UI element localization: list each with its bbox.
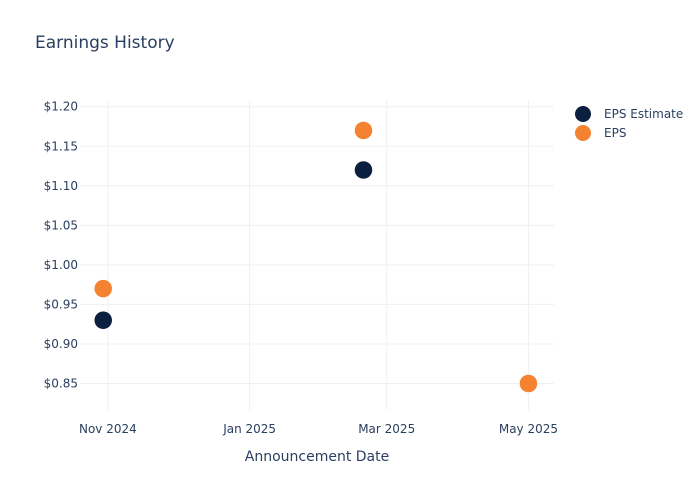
y-tick-label: $1.00: [44, 258, 78, 272]
axis-layer: Nov 2024 Jan 2025 Mar 2025 May 2025 $0.85 $0.…: [44, 100, 558, 436]
y-tick-label: $0.85: [44, 377, 78, 391]
data-point-eps[interactable]: [93, 279, 113, 298]
legend-marker: [575, 125, 591, 141]
y-tick-label: $0.95: [44, 297, 78, 311]
legend-item-eps[interactable]: EPS: [575, 125, 626, 141]
y-tick-label: $1.15: [44, 139, 78, 153]
x-axis-title: Announcement Date: [245, 449, 389, 465]
data-point-eps[interactable]: [519, 374, 538, 393]
legend[interactable]: EPS Estimate EPS: [575, 106, 683, 141]
y-tick-label: $1.10: [44, 179, 78, 193]
y-tick-label: $1.05: [44, 218, 78, 232]
legend-marker: [575, 106, 591, 122]
data-point-eps-estimate[interactable]: [354, 160, 373, 180]
legend-label: EPS: [604, 126, 626, 140]
x-tick-label: Jan 2025: [222, 422, 276, 436]
x-tick-label: May 2025: [499, 422, 558, 436]
points-layer: [93, 121, 538, 393]
legend-item-eps-estimate[interactable]: EPS Estimate: [575, 106, 683, 122]
legend-label: EPS Estimate: [604, 107, 683, 121]
y-tick-label: $1.20: [44, 100, 78, 114]
x-tick-label: Nov 2024: [79, 422, 137, 436]
y-tick-label: $0.90: [44, 337, 78, 351]
data-point-eps[interactable]: [354, 121, 373, 140]
chart-title: Earnings History: [35, 33, 175, 53]
x-tick-label: Mar 2025: [358, 422, 415, 436]
grid-layer: [80, 100, 554, 410]
data-point-eps-estimate[interactable]: [93, 310, 113, 330]
